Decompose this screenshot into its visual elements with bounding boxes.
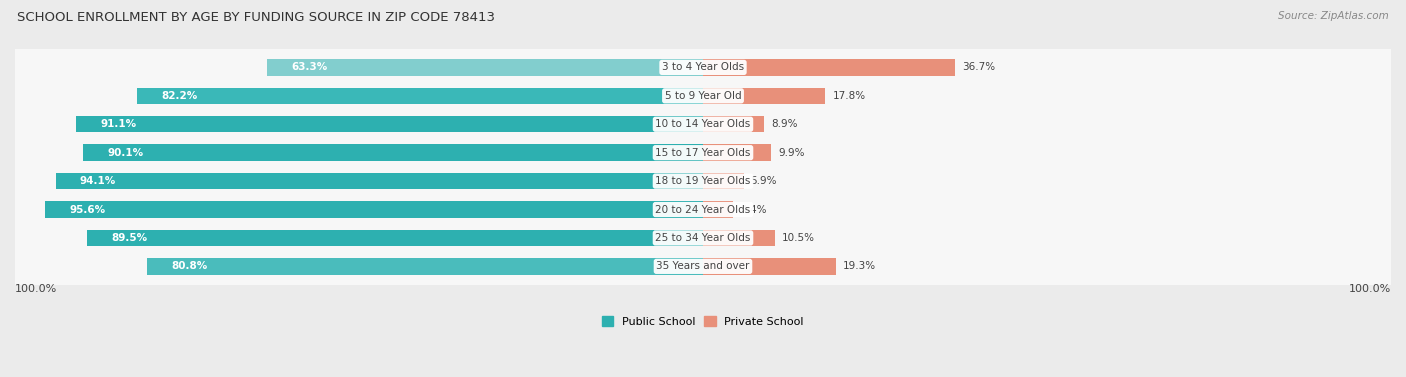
Bar xyxy=(138,87,703,104)
Bar xyxy=(703,173,744,189)
Text: 80.8%: 80.8% xyxy=(172,261,208,271)
Text: 8.9%: 8.9% xyxy=(770,119,797,129)
FancyBboxPatch shape xyxy=(14,41,1392,95)
Text: 94.1%: 94.1% xyxy=(80,176,115,186)
Bar xyxy=(703,144,770,161)
Bar xyxy=(703,230,775,246)
Text: 3 to 4 Year Olds: 3 to 4 Year Olds xyxy=(662,63,744,72)
FancyBboxPatch shape xyxy=(14,99,1392,152)
Bar xyxy=(703,201,734,218)
Legend: Public School, Private School: Public School, Private School xyxy=(598,312,808,331)
Bar xyxy=(56,173,703,189)
Bar xyxy=(148,258,703,274)
Text: 25 to 34 Year Olds: 25 to 34 Year Olds xyxy=(655,233,751,243)
FancyBboxPatch shape xyxy=(14,241,1392,294)
Text: 35 Years and over: 35 Years and over xyxy=(657,261,749,271)
Text: 9.9%: 9.9% xyxy=(778,148,804,158)
Text: 10.5%: 10.5% xyxy=(782,233,815,243)
Bar xyxy=(45,201,703,218)
FancyBboxPatch shape xyxy=(14,127,1392,180)
Text: 91.1%: 91.1% xyxy=(100,119,136,129)
Text: 10 to 14 Year Olds: 10 to 14 Year Olds xyxy=(655,119,751,129)
Text: 5 to 9 Year Old: 5 to 9 Year Old xyxy=(665,91,741,101)
Text: 18 to 19 Year Olds: 18 to 19 Year Olds xyxy=(655,176,751,186)
FancyBboxPatch shape xyxy=(14,156,1392,208)
FancyBboxPatch shape xyxy=(14,184,1392,237)
Text: 19.3%: 19.3% xyxy=(842,261,876,271)
FancyBboxPatch shape xyxy=(14,127,1392,180)
Bar xyxy=(83,144,703,161)
Bar xyxy=(76,116,703,132)
Bar xyxy=(703,258,835,274)
FancyBboxPatch shape xyxy=(14,212,1392,265)
Text: 82.2%: 82.2% xyxy=(162,91,198,101)
Text: SCHOOL ENROLLMENT BY AGE BY FUNDING SOURCE IN ZIP CODE 78413: SCHOOL ENROLLMENT BY AGE BY FUNDING SOUR… xyxy=(17,11,495,24)
Text: 89.5%: 89.5% xyxy=(111,233,148,243)
FancyBboxPatch shape xyxy=(14,98,1392,152)
Bar xyxy=(87,230,703,246)
Text: 90.1%: 90.1% xyxy=(107,148,143,158)
Text: 4.4%: 4.4% xyxy=(740,204,766,215)
Text: 17.8%: 17.8% xyxy=(832,91,866,101)
Text: 20 to 24 Year Olds: 20 to 24 Year Olds xyxy=(655,204,751,215)
FancyBboxPatch shape xyxy=(14,212,1392,265)
FancyBboxPatch shape xyxy=(14,184,1392,237)
Text: 36.7%: 36.7% xyxy=(962,63,995,72)
Bar xyxy=(703,116,765,132)
FancyBboxPatch shape xyxy=(14,241,1392,294)
FancyBboxPatch shape xyxy=(14,70,1392,123)
Bar xyxy=(703,87,825,104)
FancyBboxPatch shape xyxy=(14,70,1392,123)
Text: 15 to 17 Year Olds: 15 to 17 Year Olds xyxy=(655,148,751,158)
Text: Source: ZipAtlas.com: Source: ZipAtlas.com xyxy=(1278,11,1389,21)
FancyBboxPatch shape xyxy=(14,155,1392,208)
Text: 63.3%: 63.3% xyxy=(291,63,328,72)
Text: 100.0%: 100.0% xyxy=(15,284,58,294)
Text: 100.0%: 100.0% xyxy=(1348,284,1391,294)
Bar xyxy=(267,59,703,76)
Text: 95.6%: 95.6% xyxy=(69,204,105,215)
Bar xyxy=(703,59,956,76)
FancyBboxPatch shape xyxy=(14,42,1392,95)
Text: 5.9%: 5.9% xyxy=(751,176,778,186)
